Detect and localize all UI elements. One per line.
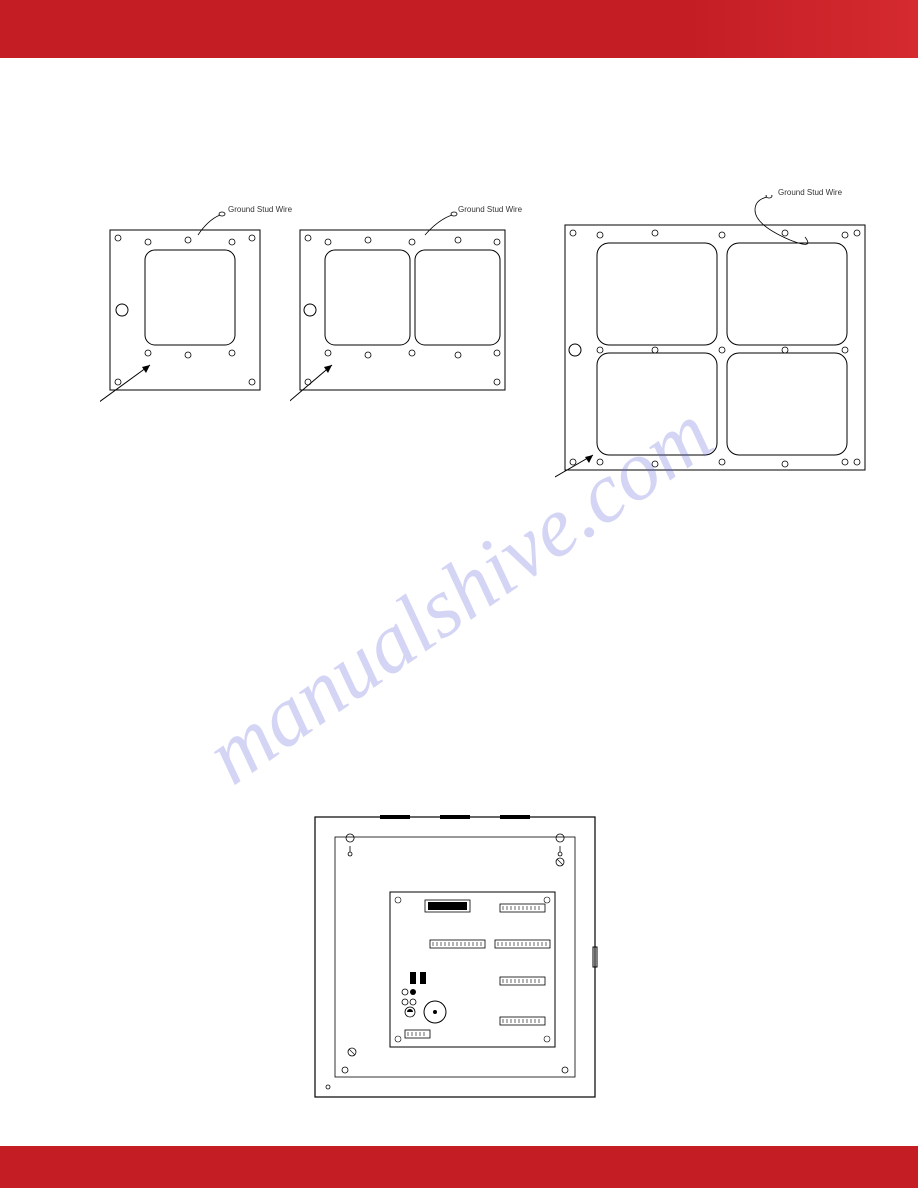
board-diagram — [310, 812, 600, 1102]
panel-large-label: Ground Stud Wire — [778, 188, 842, 197]
panel-medium-diagram — [290, 210, 515, 410]
panel-small-label: Ground Stud Wire — [228, 205, 292, 214]
panel-medium-label: Ground Stud Wire — [458, 205, 522, 214]
panel-large-diagram — [555, 195, 875, 495]
page-content: Ground Stud Wire Ground Stud Wire — [0, 0, 918, 1188]
panel-small-diagram — [100, 210, 270, 410]
